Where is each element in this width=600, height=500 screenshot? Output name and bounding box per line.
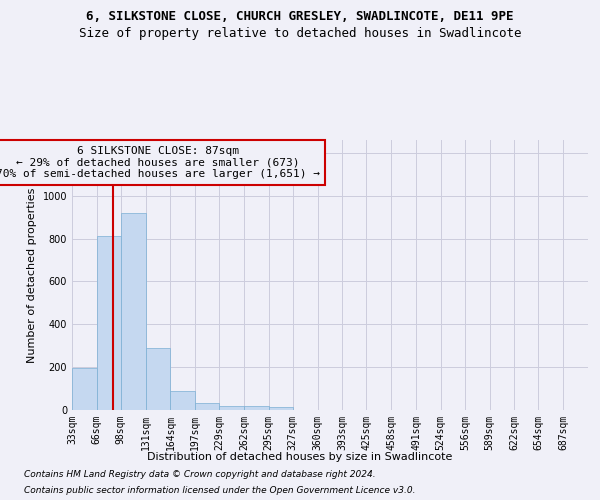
Bar (269, 408, 293, 410)
Text: Contains HM Land Registry data © Crown copyright and database right 2024.: Contains HM Land Registry data © Crown c… (24, 470, 376, 479)
Text: Distribution of detached houses by size in Swadlincote: Distribution of detached houses by size … (148, 452, 452, 462)
Text: 6 SILKSTONE CLOSE: 87sqm
← 29% of detached houses are smaller (673)
70% of semi-: 6 SILKSTONE CLOSE: 87sqm ← 29% of detach… (0, 146, 320, 179)
Text: Contains public sector information licensed under the Open Government Licence v3: Contains public sector information licen… (24, 486, 415, 495)
Bar (121, 213, 146, 410)
Text: 6, SILKSTONE CLOSE, CHURCH GRESLEY, SWADLINCOTE, DE11 9PE: 6, SILKSTONE CLOSE, CHURCH GRESLEY, SWAD… (86, 10, 514, 23)
Bar (219, 406, 244, 410)
Text: Size of property relative to detached houses in Swadlincote: Size of property relative to detached ho… (79, 28, 521, 40)
Bar (146, 348, 170, 410)
Bar (170, 392, 195, 410)
Bar (244, 406, 269, 410)
Bar (97, 236, 121, 410)
Bar (72, 368, 97, 410)
Bar (195, 402, 219, 410)
Y-axis label: Number of detached properties: Number of detached properties (27, 188, 37, 362)
